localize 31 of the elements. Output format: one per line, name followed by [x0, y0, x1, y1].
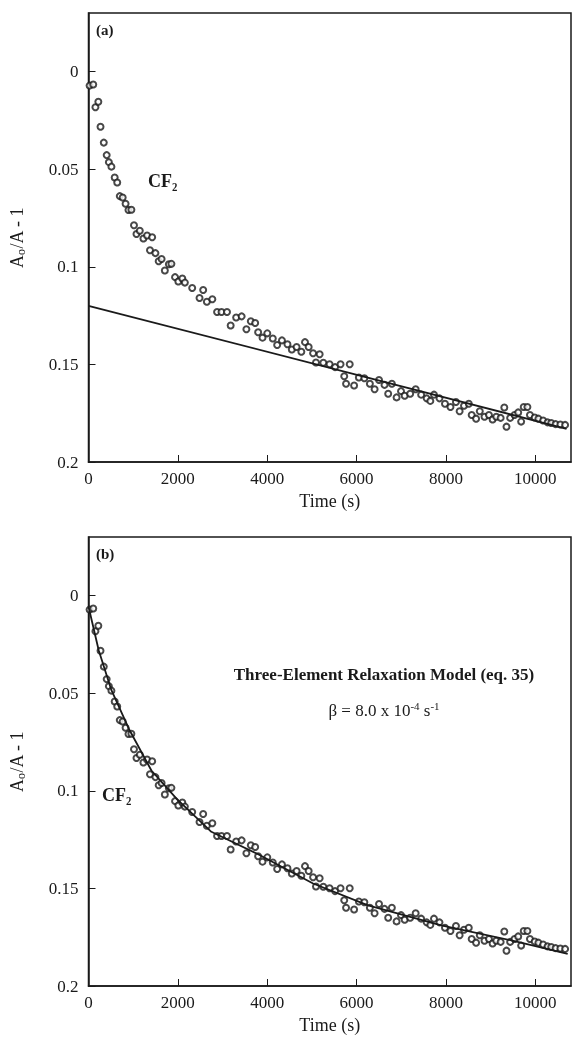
x-tick-label: 8000	[428, 469, 463, 488]
x-tick-label: 0	[84, 469, 93, 488]
annotation: CF₂	[102, 785, 132, 805]
y-tick-label: 0.1	[57, 257, 79, 277]
y-tick-label: 0	[70, 586, 79, 606]
text: (a)	[96, 21, 114, 39]
x-tick-label: 2000	[160, 469, 195, 488]
x-tick-label: 2000	[160, 993, 195, 1012]
x-tick-label: 4000	[250, 469, 285, 488]
x-tick-label: 10000	[514, 993, 557, 1012]
x-tick-label: 4000	[250, 993, 285, 1012]
y-tick-label: 0.2	[57, 976, 79, 996]
x-tick-label: 0	[84, 993, 93, 1012]
y-tick-label: 0	[70, 62, 79, 82]
annotation: Three-Element Relaxation Model (eq. 35)	[233, 665, 535, 684]
y-tick-label: 0.15	[48, 878, 79, 898]
y-tick-label: 0.15	[48, 354, 79, 374]
y-tick-label: 0.1	[57, 781, 79, 801]
x-axis-title: Time (s)	[299, 491, 361, 512]
y-axis-title: Ao/A - 1	[7, 731, 28, 792]
annotation: CF₂	[148, 171, 178, 191]
x-tick-label: 6000	[339, 469, 374, 488]
x-axis-title: Time (s)	[299, 1015, 361, 1036]
text: (b)	[96, 545, 115, 563]
x-tick-label: 6000	[339, 993, 374, 1012]
x-tick-label: 8000	[428, 993, 463, 1012]
y-tick-label: 0.05	[48, 683, 79, 703]
y-tick-label: 0.05	[48, 159, 79, 179]
y-tick-label: 0.2	[57, 452, 79, 472]
x-tick-label: 10000	[514, 469, 557, 488]
y-axis-title: Ao/A - 1	[7, 207, 28, 268]
